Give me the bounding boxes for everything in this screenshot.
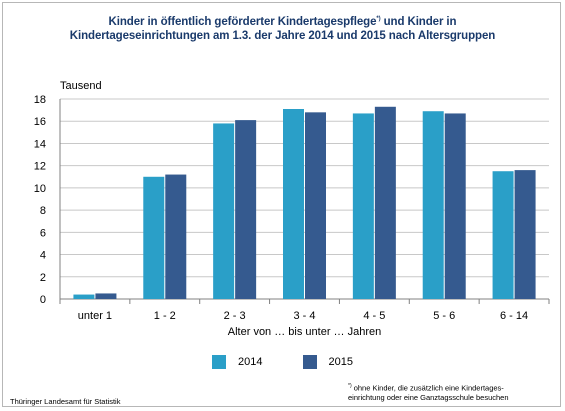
bar-2014 bbox=[352, 113, 374, 299]
x-tick-label: 3 - 4 bbox=[293, 310, 315, 322]
legend-label-2014: 2014 bbox=[238, 356, 263, 368]
y-tick-label: 4 bbox=[40, 250, 46, 262]
bar-2015 bbox=[374, 106, 396, 300]
legend-label-2015: 2015 bbox=[328, 356, 353, 368]
x-tick-label: 6 - 14 bbox=[500, 310, 528, 322]
bar-2014 bbox=[143, 176, 165, 299]
chart-title-line2: Kindertageseinrichtungen am 1.3. der Jah… bbox=[69, 30, 496, 42]
y-tick-label: 12 bbox=[34, 161, 46, 173]
footnote-mark: *) bbox=[348, 383, 352, 389]
y-tick-label: 16 bbox=[34, 116, 46, 128]
bar-2015 bbox=[444, 113, 466, 299]
y-axis-label: Tausend bbox=[60, 80, 102, 92]
y-tick-label: 14 bbox=[34, 138, 46, 150]
chart-title-line1: Kinder in öffentlich geförderter Kindert… bbox=[108, 16, 457, 28]
legend-swatch-2014 bbox=[212, 355, 227, 369]
x-tick-label: 4 - 5 bbox=[363, 310, 385, 322]
bar-2015 bbox=[305, 112, 326, 299]
x-axis-label: Alter von … bis unter … Jahren bbox=[228, 326, 381, 338]
y-tick-label: 8 bbox=[40, 205, 46, 217]
bar-2014 bbox=[492, 171, 514, 299]
source-note: Thüringer Landesamt für Statistik bbox=[10, 397, 121, 406]
bar-2015 bbox=[514, 170, 536, 299]
footnote-line2: einrichtung oder eine Ganztagsschule bes… bbox=[348, 392, 509, 402]
bar-2014 bbox=[73, 294, 95, 299]
chart-title: Kinder in öffentlich geförderter Kindert… bbox=[0, 12, 565, 43]
chart-frame bbox=[2, 2, 561, 407]
legend-swatch-2015 bbox=[302, 355, 317, 369]
x-tick-label: 2 - 3 bbox=[224, 310, 246, 322]
legend-item-2015: 2015 bbox=[302, 355, 353, 369]
bar-2014 bbox=[422, 111, 444, 299]
y-tick-label: 18 bbox=[34, 94, 46, 106]
legend-item-2014: 2014 bbox=[212, 355, 263, 369]
bar-2015 bbox=[165, 174, 187, 299]
bar-2014 bbox=[283, 109, 304, 299]
footnote: *) ohne Kinder, die zusätzlich eine Kind… bbox=[348, 382, 558, 402]
y-tick-label: 6 bbox=[40, 227, 46, 239]
x-tick-label: 5 - 6 bbox=[433, 310, 455, 322]
footnote-line1: ohne Kinder, die zusätzlich eine Kindert… bbox=[351, 383, 504, 393]
x-tick-label: 1 - 2 bbox=[154, 310, 176, 322]
legend: 2014 2015 bbox=[0, 355, 565, 369]
x-tick-label: unter 1 bbox=[78, 310, 112, 322]
bar-2014 bbox=[213, 123, 235, 299]
title-footnote-mark: *) bbox=[376, 16, 381, 22]
bar-2015 bbox=[235, 120, 257, 299]
y-tick-label: 0 bbox=[40, 294, 46, 306]
y-tick-label: 10 bbox=[34, 183, 46, 195]
bar-2015 bbox=[95, 293, 117, 299]
y-tick-label: 2 bbox=[40, 272, 46, 284]
